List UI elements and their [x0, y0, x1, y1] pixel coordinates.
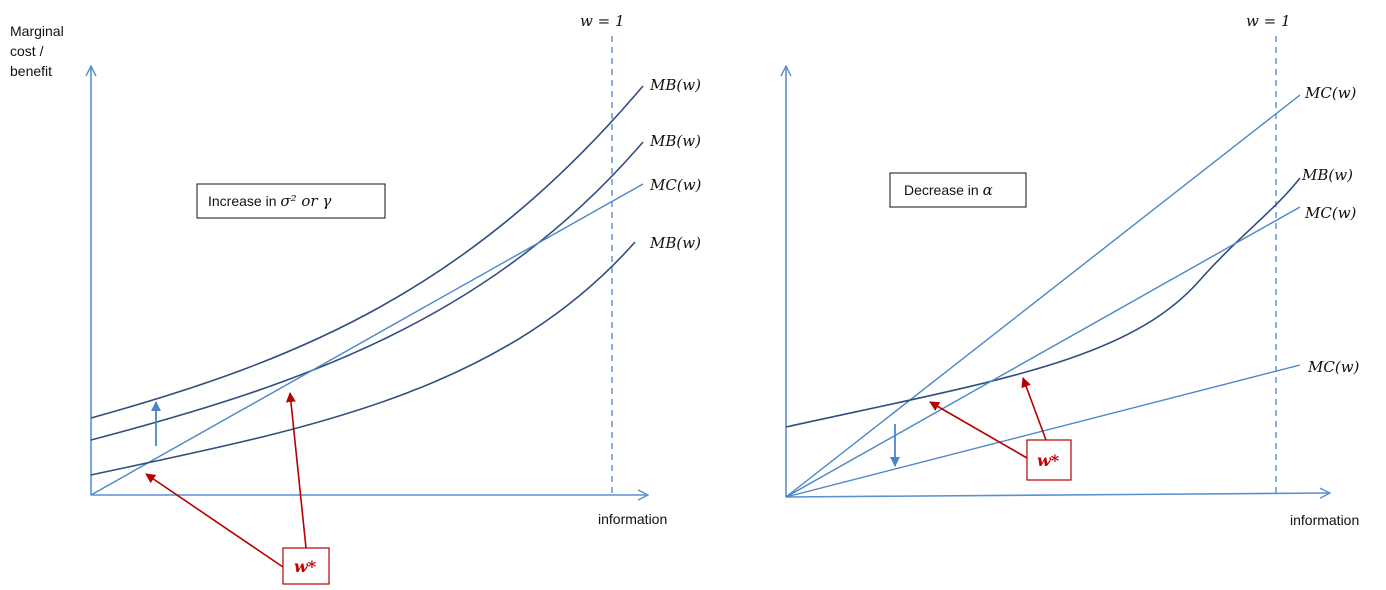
left-y-label-1: Marginal [10, 23, 64, 39]
right-panel: w = 1 information MC(w) MB(w) MC(w) MC(w… [786, 12, 1360, 528]
right-w1-label: w = 1 [1246, 12, 1291, 30]
left-y-label-3: benefit [10, 63, 52, 79]
left-label-mb-top: MB(w) [649, 76, 701, 94]
right-wstar-label: w* [1037, 451, 1060, 470]
left-mb-curve-top [90, 85, 644, 419]
left-wstar-label: w* [294, 557, 317, 576]
right-label-mc-flat: MC(w) [1307, 358, 1360, 376]
right-mb-curve [785, 177, 1301, 428]
left-label-mb-middle: MB(w) [649, 132, 701, 150]
right-mc-line-steep [785, 94, 1301, 498]
left-x-label: information [598, 511, 667, 527]
left-w1-label: w = 1 [580, 12, 625, 30]
left-info-box-text: Increase in σ² or γ [208, 192, 331, 210]
left-wstar-box [282, 547, 330, 585]
left-mc-line [90, 183, 644, 496]
right-x-label: information [1290, 512, 1359, 528]
right-info-box-text: Decrease in α [904, 181, 993, 199]
right-label-mc-steep: MC(w) [1304, 84, 1357, 102]
left-info-box [196, 183, 386, 219]
right-x-axis [785, 493, 1330, 497]
left-red-arrow-2 [285, 392, 307, 549]
right-mc-line-middle [785, 206, 1301, 498]
right-label-mc-middle: MC(w) [1304, 204, 1357, 222]
left-y-label-2: cost / [10, 43, 44, 59]
right-info-box [889, 172, 1027, 208]
right-red-arrow-2 [1021, 377, 1047, 441]
right-label-mb: MB(w) [1301, 166, 1353, 184]
left-red-arrow-1 [145, 473, 284, 568]
right-red-arrow-1 [929, 401, 1028, 459]
left-panel: w = 1 Marginal cost / benefit informatio… [10, 12, 702, 585]
left-label-mc: MC(w) [649, 176, 702, 194]
left-label-mb-bottom: MB(w) [649, 234, 701, 252]
right-wstar-box [1026, 439, 1072, 481]
left-mb-curve-middle [90, 141, 644, 441]
left-mb-curve-bottom [90, 241, 636, 476]
